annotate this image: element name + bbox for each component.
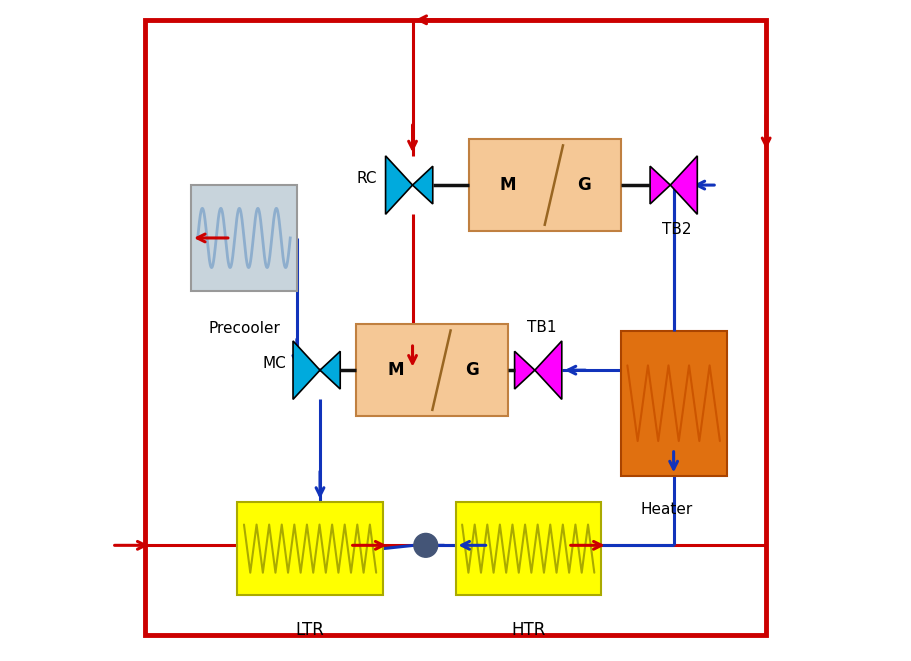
Text: Precooler: Precooler: [208, 321, 280, 336]
Text: RC: RC: [356, 171, 376, 186]
Bar: [469, 139, 620, 231]
Text: G: G: [465, 361, 479, 379]
Polygon shape: [413, 166, 433, 204]
Text: M: M: [500, 176, 517, 194]
Text: MC: MC: [262, 356, 286, 371]
Polygon shape: [515, 351, 535, 389]
Polygon shape: [320, 351, 340, 389]
Polygon shape: [650, 166, 670, 204]
Bar: [191, 185, 297, 291]
Text: TB2: TB2: [662, 222, 691, 237]
Text: TB1: TB1: [527, 320, 557, 335]
Text: M: M: [387, 361, 404, 379]
Text: HTR: HTR: [511, 621, 546, 639]
Text: Heater: Heater: [641, 502, 693, 518]
Text: LTR: LTR: [296, 621, 324, 639]
Polygon shape: [670, 156, 697, 214]
Polygon shape: [535, 341, 562, 399]
Polygon shape: [293, 341, 320, 399]
Circle shape: [414, 533, 437, 557]
Bar: [238, 502, 383, 595]
Polygon shape: [385, 156, 413, 214]
Bar: [356, 324, 508, 416]
Text: G: G: [578, 176, 591, 194]
Bar: [620, 330, 726, 476]
Bar: [456, 502, 601, 595]
